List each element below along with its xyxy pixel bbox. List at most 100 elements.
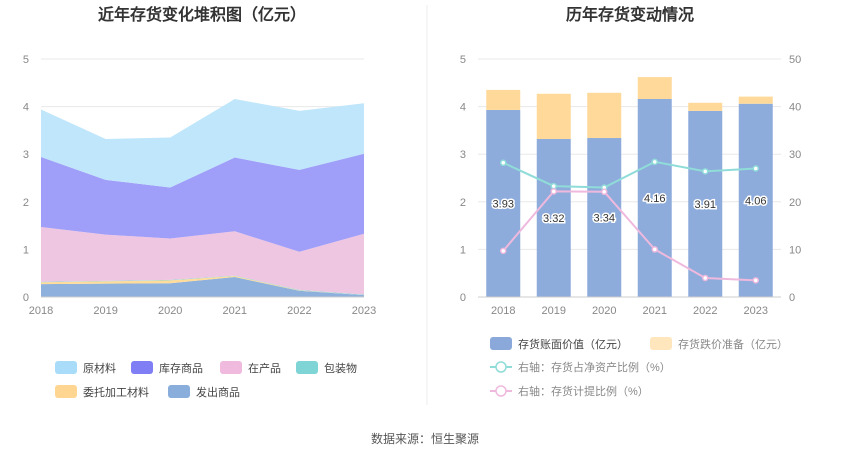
right-legend: 存货账面价值（亿元） 存货跌价准备（亿元） 右轴：存货占净资产比例（%） 右轴：存货计… [490, 337, 788, 398]
left-x-tick-label: 2021 [223, 305, 247, 317]
left-legend-swatch [131, 361, 153, 374]
point-net-asset-ratio [702, 168, 709, 175]
point-net-asset-ratio [550, 182, 557, 190]
right-y-tick-label: 1 [460, 244, 466, 256]
right-gridlines [478, 58, 781, 298]
point-net-asset-ratio [500, 159, 507, 167]
left-legend-label: 发出商品 [196, 385, 240, 399]
bar-book-value [486, 109, 521, 297]
right-y2-tick-label: 40 [789, 102, 801, 114]
left-y-tick-label: 5 [23, 54, 29, 66]
right-y-tick-label: 4 [460, 102, 466, 114]
bar-book-value [637, 98, 672, 297]
bar-book-value [536, 138, 571, 297]
bar-data-label: 4.06 [745, 195, 766, 207]
left-legend-swatch [220, 361, 242, 374]
right-y2-tick-label: 50 [789, 54, 801, 66]
bar-book-value [587, 138, 622, 297]
bar-data-label: 3.93 [493, 198, 514, 210]
stacked-bar-chart: 历年存货变动情况 3.93 3.32 3.34 4.16 3.91 4.06 0 1 2 3 4 5… [460, 5, 801, 398]
stacked-area-chart: 近年存货变化堆积图（亿元） 0 1 2 3 4 5 2018 2019 2020 2021 202… [23, 5, 376, 399]
right-chart-title: 历年存货变动情况 [566, 5, 694, 24]
right-y-tick-label: 2 [460, 197, 466, 209]
point-provision-ratio [601, 188, 608, 196]
left-legend-label: 委托加工材料 [83, 385, 149, 399]
left-x-axis: 2018 2019 2020 2021 2022 2023 [29, 296, 376, 317]
bar-impairment [536, 93, 571, 139]
left-y-tick-label: 0 [23, 292, 29, 304]
area-在产品 [41, 227, 364, 295]
right-y2-tick-label: 30 [789, 149, 801, 161]
right-legend-label: 存货账面价值（亿元） [518, 337, 628, 351]
bar-data-label: 3.32 [543, 213, 564, 225]
area-委托加工材料 [41, 276, 364, 296]
bar-impairment [486, 89, 521, 110]
area-库存商品 [41, 153, 364, 252]
right-x-axis: 2018 2019 2020 2021 2022 2023 [478, 296, 781, 317]
left-areas [41, 98, 364, 297]
right-y-tick-label: 3 [460, 149, 466, 161]
left-legend-swatch [55, 361, 77, 374]
bar-data-label: 4.16 [644, 193, 665, 205]
left-y-tick-label: 1 [23, 244, 29, 256]
right-legend-swatch [490, 337, 512, 350]
right-x-tick-label: 2019 [542, 305, 566, 317]
line-net-asset-ratio [502, 160, 756, 189]
point-provision-ratio [651, 246, 658, 253]
left-y-tick-label: 4 [23, 102, 29, 114]
right-legend-marker [495, 361, 507, 373]
left-y-tick-label: 2 [23, 197, 29, 209]
point-provision-ratio [752, 277, 759, 284]
bar-impairment [637, 77, 672, 99]
point-net-asset-ratio [752, 165, 759, 172]
left-legend-label: 在产品 [248, 361, 281, 375]
left-legend-swatch [296, 361, 318, 374]
right-y-axis-left: 0 1 2 3 4 5 [460, 54, 466, 304]
right-bar-labels: 3.93 3.32 3.34 4.16 3.91 4.06 [491, 191, 768, 226]
right-y-tick-label: 5 [460, 54, 466, 66]
line-provision-ratio [502, 190, 756, 282]
bar-data-label: 3.91 [695, 199, 716, 211]
left-x-tick-label: 2019 [93, 305, 117, 317]
point-provision-ratio [500, 247, 507, 255]
point-provision-ratio [702, 274, 709, 282]
bar-book-value [738, 103, 773, 297]
right-y-tick-label: 0 [460, 292, 466, 304]
right-y-axis-right: 0 10 20 30 40 50 [789, 54, 801, 304]
left-legend-label: 库存商品 [159, 361, 203, 375]
right-x-tick-label: 2018 [491, 305, 515, 317]
right-legend-label: 右轴：存货占净资产比例（%） [518, 360, 671, 374]
right-x-tick-label: 2020 [592, 305, 616, 317]
right-legend-swatch [650, 337, 672, 350]
bar-impairment [688, 102, 723, 111]
right-x-tick-label: 2021 [643, 305, 667, 317]
bar-book-value [688, 110, 723, 297]
right-lines [500, 158, 759, 284]
right-y2-tick-label: 10 [789, 244, 801, 256]
bar-impairment [738, 96, 773, 104]
left-x-tick-label: 2023 [352, 305, 376, 317]
left-chart-title: 近年存货变化堆积图（亿元） [98, 5, 306, 24]
right-y2-tick-label: 0 [789, 292, 795, 304]
bar-impairment [587, 92, 622, 139]
data-source: 数据来源：恒生聚源 [370, 432, 479, 446]
left-legend-swatch [168, 385, 190, 398]
left-x-tick-label: 2020 [158, 305, 182, 317]
right-legend-label: 存货跌价准备（亿元） [678, 337, 788, 351]
left-legend-label: 包装物 [324, 361, 357, 375]
point-provision-ratio [550, 188, 557, 195]
right-y2-tick-label: 20 [789, 197, 801, 209]
left-legend-label: 原材料 [83, 361, 116, 375]
area-发出商品 [41, 277, 364, 297]
left-y-tick-label: 3 [23, 149, 29, 161]
left-legend-swatch [55, 385, 77, 398]
right-legend-label: 右轴：存货计提比例（%） [518, 384, 649, 398]
point-net-asset-ratio [651, 158, 658, 166]
right-x-tick-label: 2023 [744, 305, 768, 317]
right-legend-marker [495, 385, 507, 397]
right-x-tick-label: 2022 [693, 305, 717, 317]
bar-data-label: 3.34 [594, 213, 615, 225]
left-x-tick-label: 2018 [29, 305, 53, 317]
